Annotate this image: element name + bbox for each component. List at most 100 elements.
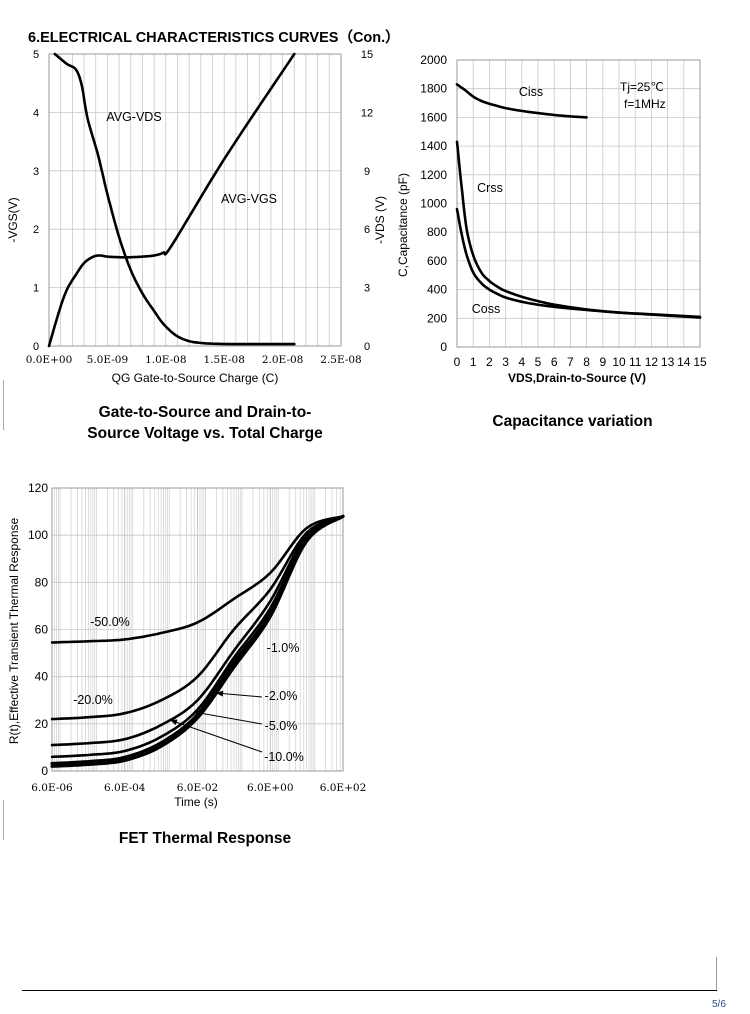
- chart2-x-tick-label: 10: [612, 355, 626, 369]
- chart3-series-label: -20.0%: [73, 693, 113, 707]
- chart2-condition-temp: Tj=25℃: [620, 80, 664, 94]
- chart2-condition-freq: f=1MHz: [624, 97, 666, 111]
- chart1-y2-tick-label: 12: [361, 107, 373, 119]
- chart2-x-tick-label: 6: [551, 355, 558, 369]
- chart1-annotation-avg-vds: AVG-VDS: [106, 110, 161, 124]
- chart3-y-tick-label: 20: [35, 717, 49, 731]
- chart3-y-axis-label: R(t),Effective Transient Thermal Respons…: [7, 518, 21, 745]
- chart1-y2-tick-label: 0: [364, 341, 370, 353]
- chart3-y-tick-label: 100: [28, 528, 48, 542]
- chart1-series-avg-vds: [53, 52, 296, 346]
- chart3-x-tick-label: 6.0E-04: [104, 782, 146, 794]
- chart2-y-tick-label: 600: [427, 254, 447, 268]
- chart3-x-tick-label: 6.0E-06: [31, 782, 73, 794]
- chart3-y-tick-label: 0: [41, 764, 48, 778]
- chart1-y2-tick-label: 9: [364, 166, 370, 178]
- chart2-y-tick-label: 200: [427, 311, 447, 325]
- chart1-x-tick-label: 5.0E-09: [87, 354, 128, 366]
- chart2-x-tick-label: 3: [502, 355, 509, 369]
- chart3-series-line: [50, 514, 345, 768]
- chart2-x-tick-label: 12: [645, 355, 659, 369]
- chart2-x-axis-label: VDS,Drain-to-Source (V): [508, 371, 646, 385]
- chart3-x-tick-label: 6.0E+02: [320, 782, 367, 794]
- chart1-y2-tick-label: 6: [364, 224, 370, 236]
- footer-rule: [22, 990, 717, 991]
- chart3-series-label: -5.0%: [265, 719, 298, 733]
- chart1-y2-axis-label: -VDS (V): [373, 196, 387, 244]
- chart1-y-tick-label: 4: [33, 107, 39, 119]
- chart3-plot-frame: [51, 487, 344, 772]
- chart1-y-tick-label: 5: [33, 49, 39, 61]
- chart2-label-coss: Coss: [472, 302, 500, 316]
- chart2-x-tick-label: 11: [629, 355, 642, 369]
- chart3-leader-line: [193, 711, 263, 725]
- chart3-y-tick-label: 80: [35, 575, 49, 589]
- chart3-arrowhead: [216, 690, 224, 697]
- chart2-x-tick-label: 0: [454, 355, 461, 369]
- chart3-series-label: -2.0%: [265, 689, 298, 703]
- chart3-series-line: [50, 515, 345, 644]
- chart2-y-axis-label: C,Capacitance (pF): [396, 173, 410, 277]
- chart2-x-tick-label: 13: [661, 355, 675, 369]
- chart3-arrowhead: [170, 719, 178, 726]
- chart2-series-ciss: [455, 83, 588, 119]
- chart3-x-tick-label: 6.0E-02: [177, 782, 218, 794]
- chart1-y2-tick-label: 3: [364, 283, 370, 295]
- chart1-x-tick-label: 1.0E-08: [145, 354, 186, 366]
- chart2-y-tick-label: 1200: [420, 168, 447, 182]
- chart2-x-tick-label: 14: [677, 355, 691, 369]
- chart2-series-coss: [455, 207, 702, 319]
- chart2-caption: Capacitance variation: [492, 413, 653, 430]
- chart3-series-label: -10.0%: [264, 750, 304, 764]
- chart3-series-label: -50.0%: [90, 615, 130, 629]
- chart3-x-tick-label: 6.0E+00: [247, 782, 294, 794]
- chart2-x-tick-label: 15: [693, 355, 707, 369]
- page-number: 5/6: [712, 999, 726, 1010]
- chart3-x-axis-label: Time (s): [174, 795, 218, 809]
- chart3-caption: FET Thermal Response: [118, 830, 292, 847]
- chart1-caption-line1: Gate-to-Source and Drain-to-: [98, 404, 312, 421]
- chart2-label-crss: Crss: [477, 181, 503, 195]
- chart1-y-axis-label: -VGS(V): [6, 197, 20, 242]
- chart2-y-tick-label: 1800: [420, 82, 447, 96]
- chart2-x-tick-label: 2: [486, 355, 493, 369]
- chart2-x-tick-label: 4: [518, 355, 525, 369]
- chart1-y-tick-label: 3: [33, 166, 39, 178]
- chart1-y-tick-label: 0: [33, 341, 39, 353]
- chart3-y-tick-label: 120: [28, 481, 48, 495]
- chart3-leader-line: [215, 692, 263, 698]
- chart1-annotation-avg-vgs: AVG-VGS: [221, 192, 277, 206]
- chart1-x-axis-label: QG Gate-to-Source Charge (C): [112, 371, 279, 385]
- chart2-x-tick-label: 7: [567, 355, 574, 369]
- chart2-x-tick-label: 5: [535, 355, 542, 369]
- margin-mark: [3, 380, 4, 430]
- chart2-plot-frame: [456, 59, 701, 348]
- chart1-y-tick-label: 1: [33, 283, 39, 295]
- chart2-y-tick-label: 800: [427, 225, 447, 239]
- chart2-x-tick-label: 8: [583, 355, 590, 369]
- chart1-x-tick-label: 0.0E+00: [26, 354, 73, 366]
- chart2-y-tick-label: 0: [440, 340, 447, 354]
- chart3-arrowhead: [194, 710, 202, 717]
- chart2-y-tick-label: 1400: [420, 139, 447, 153]
- chart1-plot-frame: [48, 53, 342, 347]
- chart1-series-avg-vgs: [47, 52, 296, 348]
- chart2-y-tick-label: 1000: [420, 197, 447, 211]
- chart2-x-tick-label: 1: [470, 355, 477, 369]
- chart2-y-tick-label: 400: [427, 283, 447, 297]
- chart1-x-tick-label: 2.0E-08: [262, 354, 303, 366]
- section-title: 6.ELECTRICAL CHARACTERISTICS CURVES（Con.…: [28, 30, 400, 46]
- corner-line: [716, 957, 717, 991]
- chart1-caption: Gate-to-Source and Drain-to- Source Volt…: [60, 402, 350, 444]
- chart3-y-tick-label: 40: [35, 670, 49, 684]
- chart1-caption-line2: Source Voltage vs. Total Charge: [87, 425, 323, 442]
- chart3-leader-line: [169, 719, 263, 753]
- chart1-y2-tick-label: 15: [361, 49, 373, 61]
- chart1-y-tick-label: 2: [33, 224, 39, 236]
- chart3-y-tick-label: 60: [35, 623, 49, 637]
- chart3-series-line: [50, 515, 345, 747]
- chart2-y-tick-label: 1600: [420, 110, 447, 124]
- chart2-x-tick-label: 9: [599, 355, 606, 369]
- chart1-x-tick-label: 1.5E-08: [203, 354, 244, 366]
